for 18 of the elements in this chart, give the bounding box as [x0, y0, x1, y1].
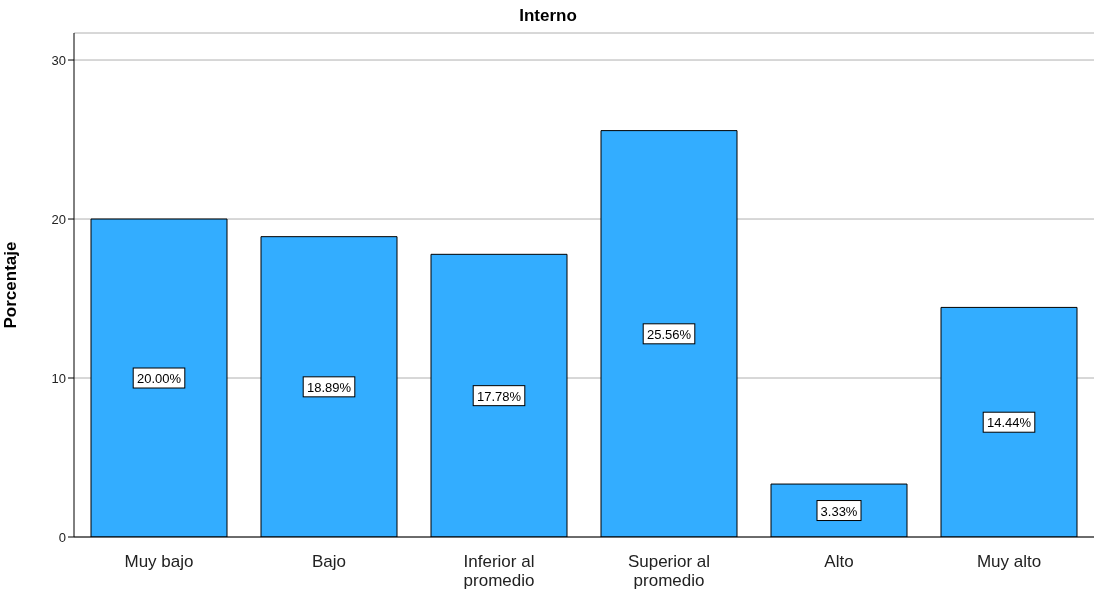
data-label: 3.33% [820, 503, 858, 519]
x-tick-label: Alto [824, 552, 854, 571]
y-tick-label: 0 [58, 529, 66, 545]
y-tick-label: 20 [51, 211, 66, 227]
data-label: 17.78% [476, 388, 522, 404]
x-tick-label: Inferior al promedio [463, 552, 535, 590]
data-label: 25.56% [646, 326, 692, 342]
data-label: 14.44% [986, 415, 1032, 431]
chart-title: Interno [518, 6, 578, 26]
x-tick-label: Muy alto [976, 552, 1042, 571]
y-tick-label: 10 [51, 370, 66, 386]
x-tick-label: Muy bajo [124, 552, 194, 571]
data-label: 20.00% [136, 371, 182, 387]
x-tick-label: Bajo [311, 552, 347, 571]
data-label: 18.89% [306, 379, 352, 395]
x-tick-label: Superior al promedio [627, 552, 711, 590]
y-tick-label: 30 [51, 52, 66, 68]
y-axis-title: Porcentaje [1, 241, 21, 329]
